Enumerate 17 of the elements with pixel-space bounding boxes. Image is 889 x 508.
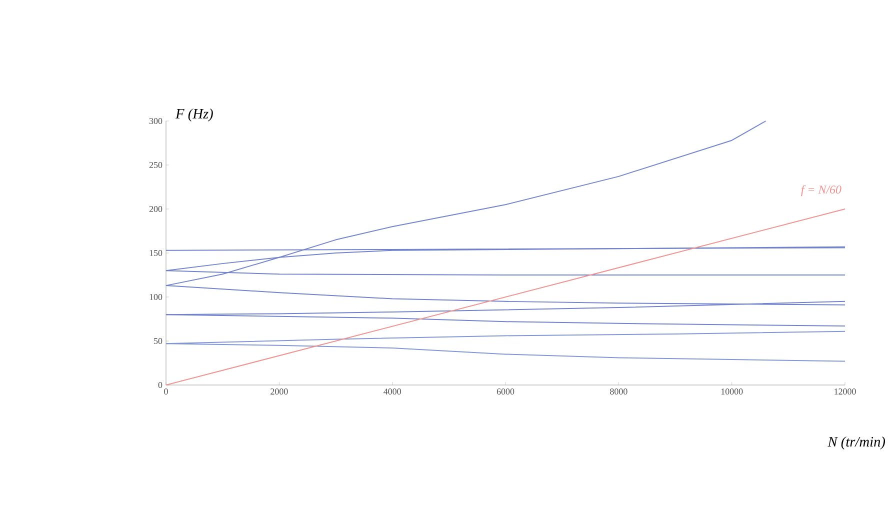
x-tick-label: 12000	[834, 388, 856, 395]
x-axis-title: N (tr/min)	[828, 436, 886, 450]
y-tick-label: 200	[149, 206, 162, 212]
y-tick-label: 100	[150, 294, 162, 300]
series-label: f = N/60	[801, 185, 842, 196]
x-tick-label: 10000	[721, 388, 743, 395]
x-tick-label: 6000	[496, 388, 514, 395]
x-tick-label: 2000	[270, 388, 288, 395]
x-tick-label: 0	[164, 388, 168, 395]
x-tick-label: 4000	[384, 388, 401, 395]
y-tick-label: 0	[158, 382, 162, 388]
y-tick-label: 250	[149, 162, 162, 168]
y-tick-label: 50	[154, 338, 162, 344]
x-tick-label: 8000	[610, 388, 628, 395]
y-tick-label: 300	[149, 118, 162, 124]
y-axis-title: F (Hz)	[175, 108, 213, 122]
y-tick-label: 150	[150, 250, 162, 256]
